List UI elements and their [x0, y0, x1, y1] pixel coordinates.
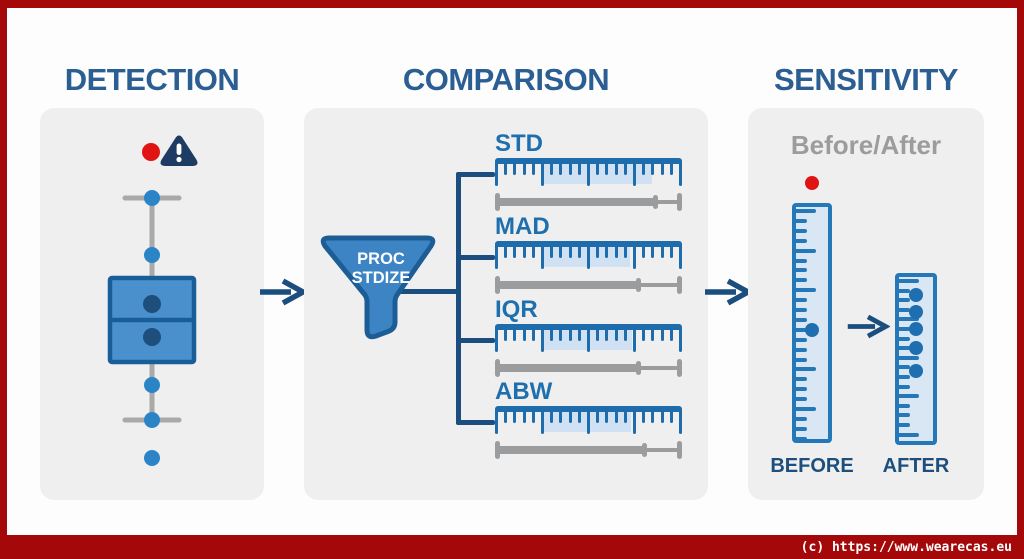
data-point-dot: [805, 322, 819, 337]
measure-row-iqr: IQR: [495, 296, 682, 378]
after-label: AFTER: [882, 455, 950, 477]
measure-label: ABW: [495, 378, 553, 405]
arrow-detection-to-comparison-icon: [260, 278, 308, 306]
horizontal-ruler: [495, 158, 682, 188]
before-after-subtitle: Before/After: [790, 130, 942, 160]
horizontal-ruler: [495, 241, 682, 271]
data-point-dot: [144, 190, 160, 206]
detection-card: [40, 108, 264, 500]
outlier-red-dot-icon: [142, 143, 160, 161]
data-point-dot: [143, 328, 161, 346]
range-bar: [495, 192, 682, 212]
measure-row-abw: ABW: [495, 378, 682, 460]
funnel-label-line1: PROC: [357, 250, 405, 268]
bracket-stub: [456, 255, 495, 260]
data-point-dot: [144, 412, 160, 428]
data-point-dot: [909, 288, 923, 303]
outlier-red-dot-icon: [805, 176, 819, 190]
data-point-dot: [143, 295, 161, 313]
measure-label: IQR: [495, 296, 538, 323]
data-point-dot: [909, 305, 923, 320]
bracket-stub: [456, 172, 495, 177]
bracket-stub: [456, 338, 495, 343]
warning-icon: [160, 135, 198, 166]
bracket-stub: [456, 420, 495, 425]
funnel-output-connector: [399, 289, 461, 294]
footer-strip: (c) https://www.wearecas.eu: [0, 535, 1024, 559]
data-point-dot: [144, 247, 160, 263]
funnel-label-line2: STDIZE: [352, 269, 411, 287]
sensitivity-card: Before/After BEFORE AFTER: [748, 108, 984, 500]
outlier-data-point-dot: [144, 450, 160, 466]
data-point-dot: [909, 322, 923, 337]
section-title-detection: DETECTION: [64, 62, 240, 97]
infographic-canvas: DETECTION COMPARISON SENSITIVITY: [7, 8, 1017, 535]
copyright-text: (c) https://www.wearecas.eu: [800, 539, 1012, 555]
horizontal-ruler: [495, 324, 682, 354]
measure-label: MAD: [495, 213, 550, 240]
arrow-before-to-after-icon: [847, 314, 890, 339]
bracket-connector: [456, 172, 461, 425]
data-point-dot: [144, 377, 160, 393]
range-bar: [495, 275, 682, 295]
data-point-dot: [909, 364, 923, 379]
measure-row-mad: MAD: [495, 213, 682, 295]
horizontal-ruler: [495, 406, 682, 436]
data-point-dot: [909, 340, 923, 355]
after-ruler: [895, 273, 937, 445]
before-label: BEFORE: [770, 455, 854, 477]
measure-row-std: STD: [495, 130, 682, 212]
comparison-card: PROC STDIZE STD MAD IQR ABW: [304, 108, 708, 500]
before-ruler: [792, 203, 832, 443]
arrow-comparison-to-sensitivity-icon: [705, 278, 753, 306]
boxplot-graphic: [107, 135, 198, 466]
funnel-icon: PROC STDIZE: [320, 235, 436, 340]
range-bar: [495, 358, 682, 378]
section-title-comparison: COMPARISON: [402, 62, 610, 97]
section-title-sensitivity: SENSITIVITY: [774, 62, 958, 97]
range-bar: [495, 440, 682, 460]
measure-label: STD: [495, 130, 543, 157]
